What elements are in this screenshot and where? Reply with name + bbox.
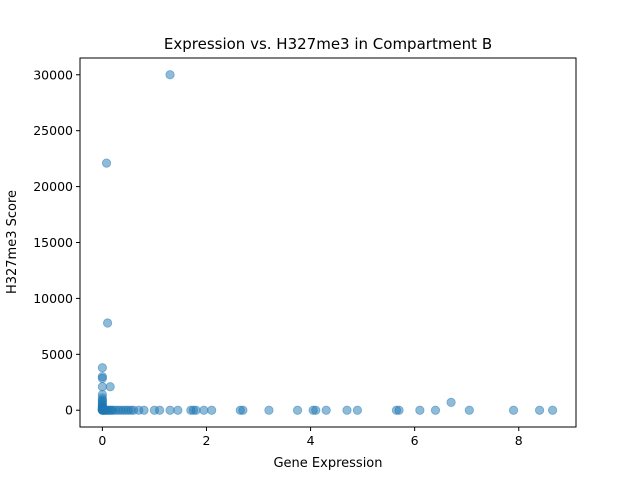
data-point (105, 382, 115, 392)
y-tick-label: 10000 (33, 291, 73, 306)
x-axis-label: Gene Expression (273, 456, 382, 471)
y-tick-label: 5000 (41, 347, 73, 362)
data-point (508, 405, 519, 415)
data-point (292, 405, 303, 415)
data-point (264, 405, 274, 415)
data-point (430, 405, 441, 415)
y-tick-label: 20000 (33, 179, 73, 194)
data-point (446, 397, 456, 407)
x-tick-label: 6 (411, 433, 419, 448)
data-point (415, 405, 425, 415)
data-point (155, 405, 165, 415)
data-point (547, 405, 558, 415)
x-tick-label: 4 (307, 433, 315, 448)
y-tick-label: 0 (65, 403, 73, 418)
data-point (342, 405, 352, 415)
data-point (321, 405, 331, 415)
data-point (173, 405, 183, 415)
data-point (165, 70, 175, 80)
data-point (238, 405, 248, 415)
x-tick-label: 0 (98, 433, 106, 448)
data-point (97, 363, 107, 373)
data-point (394, 405, 404, 415)
y-tick-label: 15000 (33, 235, 73, 250)
x-tick-label: 2 (202, 433, 210, 448)
data-point (165, 405, 175, 415)
x-axis-ticks: 0 2 4 6 8 (98, 427, 523, 448)
data-point (207, 405, 217, 415)
data-point (97, 382, 107, 392)
y-tick-label: 25000 (33, 123, 73, 138)
data-point (139, 405, 149, 415)
data-point (199, 405, 209, 415)
data-point (464, 405, 474, 415)
y-axis-ticks: 0 5000 10000 15000 20000 25000 30000 (33, 67, 80, 418)
data-point (352, 405, 363, 415)
data-point (191, 405, 201, 415)
data-point (101, 158, 112, 168)
chart-title: Expression vs. H327me3 in Compartment B (164, 35, 492, 53)
data-points (97, 70, 558, 415)
data-point (102, 318, 113, 328)
data-point (97, 373, 107, 383)
data-point (311, 405, 321, 415)
data-point (534, 405, 545, 415)
y-axis-label: H327me3 Score (5, 190, 20, 294)
x-tick-label: 8 (515, 433, 523, 448)
y-tick-label: 30000 (33, 67, 73, 82)
